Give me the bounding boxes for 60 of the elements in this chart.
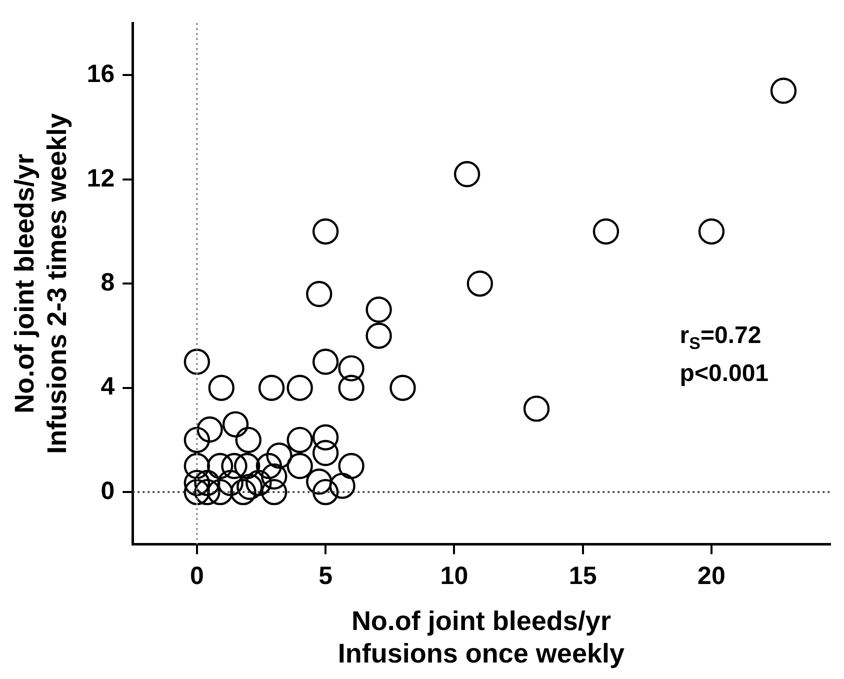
point xyxy=(194,470,220,496)
point xyxy=(312,348,339,375)
point xyxy=(258,374,285,401)
point xyxy=(261,463,288,490)
y-tick-label: 12 xyxy=(86,164,115,192)
point xyxy=(366,322,392,349)
point xyxy=(266,442,292,469)
point xyxy=(217,470,244,496)
point xyxy=(184,426,210,454)
point xyxy=(454,161,480,188)
point xyxy=(698,218,725,245)
y-tick-label: 8 xyxy=(100,268,115,296)
y-tick-label: 0 xyxy=(100,476,115,505)
point xyxy=(312,218,339,245)
point xyxy=(306,280,332,308)
point xyxy=(206,478,234,506)
point xyxy=(196,416,223,443)
point xyxy=(312,440,339,466)
x-tick-label: 0 xyxy=(190,562,204,590)
point xyxy=(221,452,248,480)
point xyxy=(390,374,416,401)
point xyxy=(184,452,210,480)
x-axis-title: No.of joint bleeds/yr Infusions once weekly xyxy=(338,606,624,668)
point xyxy=(286,452,313,480)
point xyxy=(184,470,210,496)
point xyxy=(222,411,249,438)
annotation: p<0.001 xyxy=(680,360,769,387)
y-tick-label: 16 xyxy=(86,60,115,88)
x-tick-label: 20 xyxy=(698,562,726,590)
point xyxy=(312,424,339,450)
point xyxy=(338,374,364,401)
point xyxy=(338,452,364,480)
x-tick-label: 15 xyxy=(568,562,597,590)
point xyxy=(246,470,272,496)
point xyxy=(261,478,288,506)
point xyxy=(329,472,356,499)
point xyxy=(235,426,262,454)
point xyxy=(338,355,364,382)
point xyxy=(523,396,550,422)
point xyxy=(194,478,220,506)
point xyxy=(208,374,234,401)
y-tick-label: 4 xyxy=(100,372,115,401)
point xyxy=(206,452,234,480)
point xyxy=(236,474,263,500)
point xyxy=(286,374,313,401)
point xyxy=(312,478,339,506)
point xyxy=(234,452,260,480)
point xyxy=(466,270,494,297)
point xyxy=(256,452,282,480)
point xyxy=(230,478,256,506)
x-tick-label: 5 xyxy=(318,562,333,590)
x-tick-label: 10 xyxy=(440,562,468,590)
point xyxy=(770,78,797,104)
point xyxy=(184,478,210,506)
y-axis-title: No.of joint bleeds/yr Infusions 2-3 times weekly xyxy=(10,113,72,454)
point xyxy=(286,426,313,454)
point xyxy=(366,296,392,323)
point xyxy=(306,468,332,495)
point xyxy=(184,348,210,375)
point xyxy=(592,218,620,245)
